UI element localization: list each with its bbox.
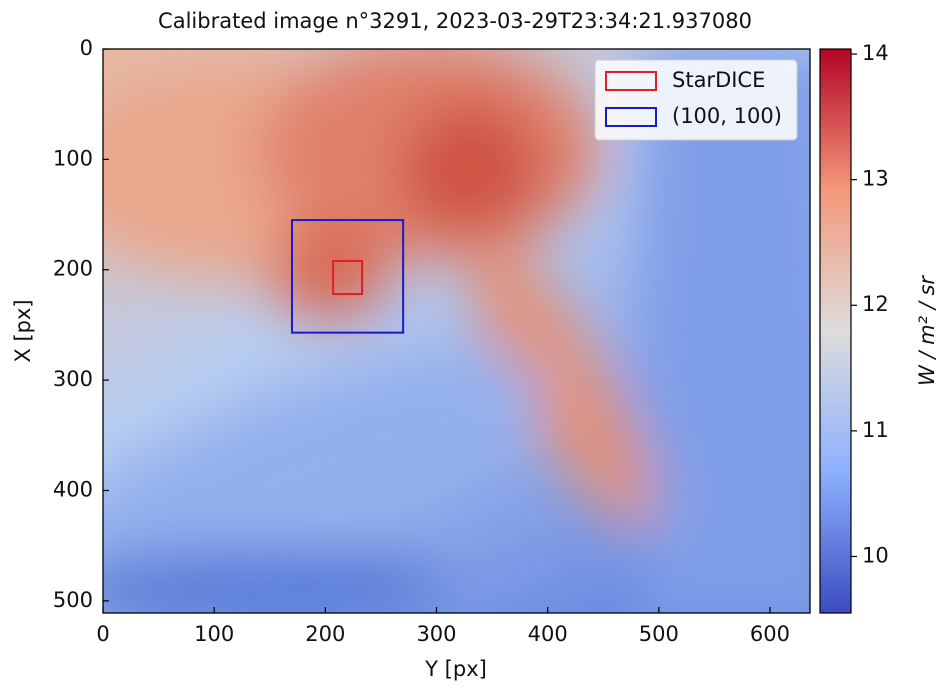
- chart-title: Calibrated image n°3291, 2023-03-29T23:3…: [158, 9, 752, 33]
- colorbar-tick-label: 11: [862, 418, 889, 442]
- region-box: [290, 219, 405, 334]
- x-tick-label: 600: [750, 622, 790, 646]
- x-tick-label: 300: [416, 622, 456, 646]
- x-tick-label: 0: [96, 622, 109, 646]
- x-axis-label: Y [px]: [424, 657, 487, 681]
- y-axis-label: X [px]: [11, 299, 35, 362]
- y-tick-label: 100: [53, 146, 93, 170]
- x-tick-label: 200: [305, 622, 345, 646]
- x-tick-label: 500: [639, 622, 679, 646]
- colorbar-tick-label: 12: [862, 292, 889, 316]
- legend: [594, 59, 798, 141]
- colorbar-label: W / m² / sr: [915, 275, 939, 386]
- colorbar-tick-label: 14: [862, 41, 889, 65]
- legend-label: StarDICE: [672, 68, 765, 92]
- x-tick-label: 100: [194, 622, 234, 646]
- region-box: [332, 259, 364, 296]
- colorbar-tick-label: 10: [862, 543, 889, 567]
- legend-swatch: [605, 71, 657, 91]
- plot-frame: [102, 48, 811, 614]
- colorbar: [819, 48, 852, 614]
- y-tick-label: 0: [80, 36, 93, 60]
- y-tick-label: 500: [53, 588, 93, 612]
- legend-label: (100, 100): [672, 104, 782, 128]
- y-tick-label: 300: [53, 367, 93, 391]
- y-tick-label: 400: [53, 477, 93, 501]
- y-tick-label: 200: [53, 257, 93, 281]
- colorbar-tick-label: 13: [862, 167, 889, 191]
- x-tick-label: 400: [528, 622, 568, 646]
- legend-swatch: [605, 107, 657, 127]
